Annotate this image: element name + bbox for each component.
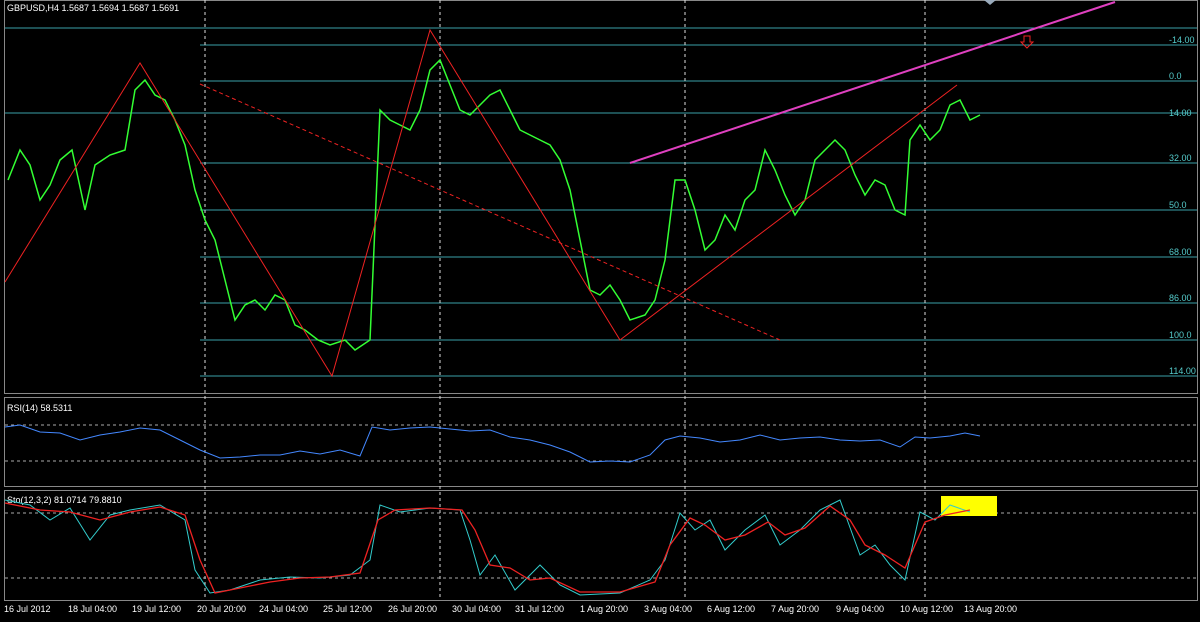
trend-line bbox=[629, 1, 1116, 164]
channel-line bbox=[199, 83, 781, 341]
time-label: 30 Jul 04:00 bbox=[452, 604, 501, 614]
time-label: 24 Jul 04:00 bbox=[259, 604, 308, 614]
symbol-info: GBPUSD,H4 1.5687 1.5694 1.5687 1.5691 bbox=[7, 3, 179, 13]
time-label: 18 Jul 04:00 bbox=[68, 604, 117, 614]
fib-label: 100.0 bbox=[1169, 330, 1192, 340]
time-label: 10 Aug 12:00 bbox=[900, 604, 953, 614]
fib-label: 114.00 bbox=[1169, 366, 1196, 376]
zigzag bbox=[4, 28, 958, 378]
stoch-main bbox=[4, 499, 971, 596]
rsi-label: RSI(14) 58.5311 bbox=[7, 403, 72, 413]
fib-label: 32.00 bbox=[1169, 153, 1192, 163]
price-trace bbox=[7, 58, 981, 351]
rsi-frame bbox=[4, 397, 1198, 487]
time-label: 3 Aug 04:00 bbox=[644, 604, 692, 614]
time-label: 26 Jul 20:00 bbox=[388, 604, 437, 614]
stoch-label: Sto(12,3,2) 81.0714 79.8810 bbox=[7, 495, 122, 505]
time-label: 20 Jul 20:00 bbox=[197, 604, 246, 614]
arrow-marker bbox=[1019, 35, 1035, 49]
fib-label: 14.00 bbox=[1169, 108, 1192, 118]
fib-label: -14.00 bbox=[1169, 35, 1195, 45]
time-label: 25 Jul 12:00 bbox=[323, 604, 372, 614]
time-axis: 16 Jul 2012 18 Jul 04:00 19 Jul 12:00 20 Ju… bbox=[4, 604, 1017, 614]
time-label: 13 Aug 20:00 bbox=[964, 604, 1017, 614]
stoch-frame bbox=[4, 490, 1198, 601]
time-label: 19 Jul 12:00 bbox=[132, 604, 181, 614]
fib-label: 0.0 bbox=[1169, 71, 1182, 81]
fib-label: 68.00 bbox=[1169, 247, 1192, 257]
time-label: 1 Aug 20:00 bbox=[580, 604, 628, 614]
time-label: 31 Jul 12:00 bbox=[515, 604, 564, 614]
price-panel bbox=[4, 0, 1198, 394]
period-separators bbox=[204, 0, 926, 600]
stoch-signal bbox=[4, 502, 971, 594]
rsi-line bbox=[4, 424, 981, 463]
time-label: 16 Jul 2012 bbox=[4, 604, 51, 614]
fib-label: 86.00 bbox=[1169, 293, 1192, 303]
highlight bbox=[941, 496, 997, 516]
time-label: 6 Aug 12:00 bbox=[707, 604, 755, 614]
time-label: 9 Aug 04:00 bbox=[836, 604, 884, 614]
fib-labels: -14.00 0.0 14.00 32.00 50.0 68.00 86.00 … bbox=[1169, 35, 1196, 376]
fib-label: 50.0 bbox=[1169, 200, 1187, 210]
top-marker bbox=[984, 0, 996, 5]
time-label: 7 Aug 20:00 bbox=[771, 604, 819, 614]
